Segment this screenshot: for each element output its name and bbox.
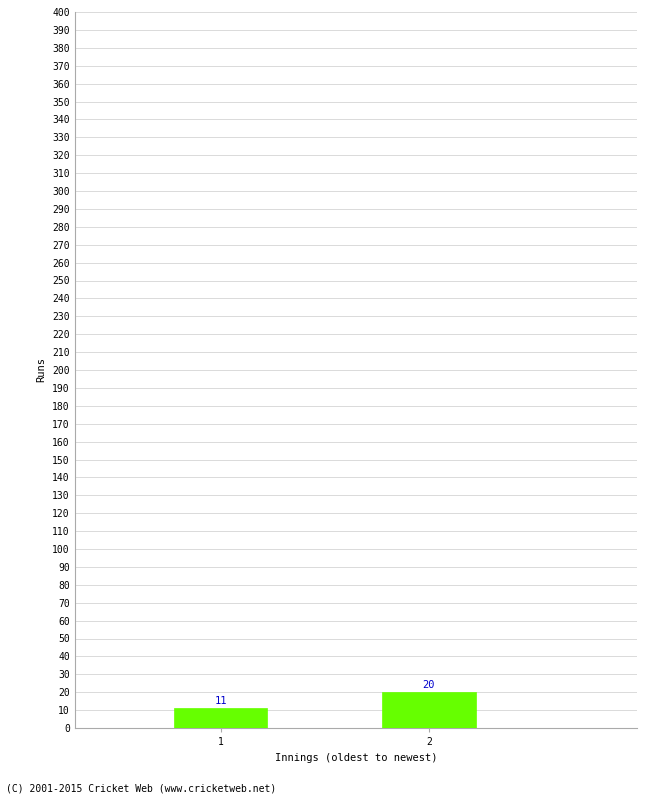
Bar <box>382 692 476 728</box>
Text: 11: 11 <box>214 696 227 706</box>
Bar <box>174 708 267 728</box>
Text: 20: 20 <box>422 679 435 690</box>
Y-axis label: Runs: Runs <box>36 358 47 382</box>
X-axis label: Innings (oldest to newest): Innings (oldest to newest) <box>274 753 437 762</box>
Text: (C) 2001-2015 Cricket Web (www.cricketweb.net): (C) 2001-2015 Cricket Web (www.cricketwe… <box>6 784 277 794</box>
